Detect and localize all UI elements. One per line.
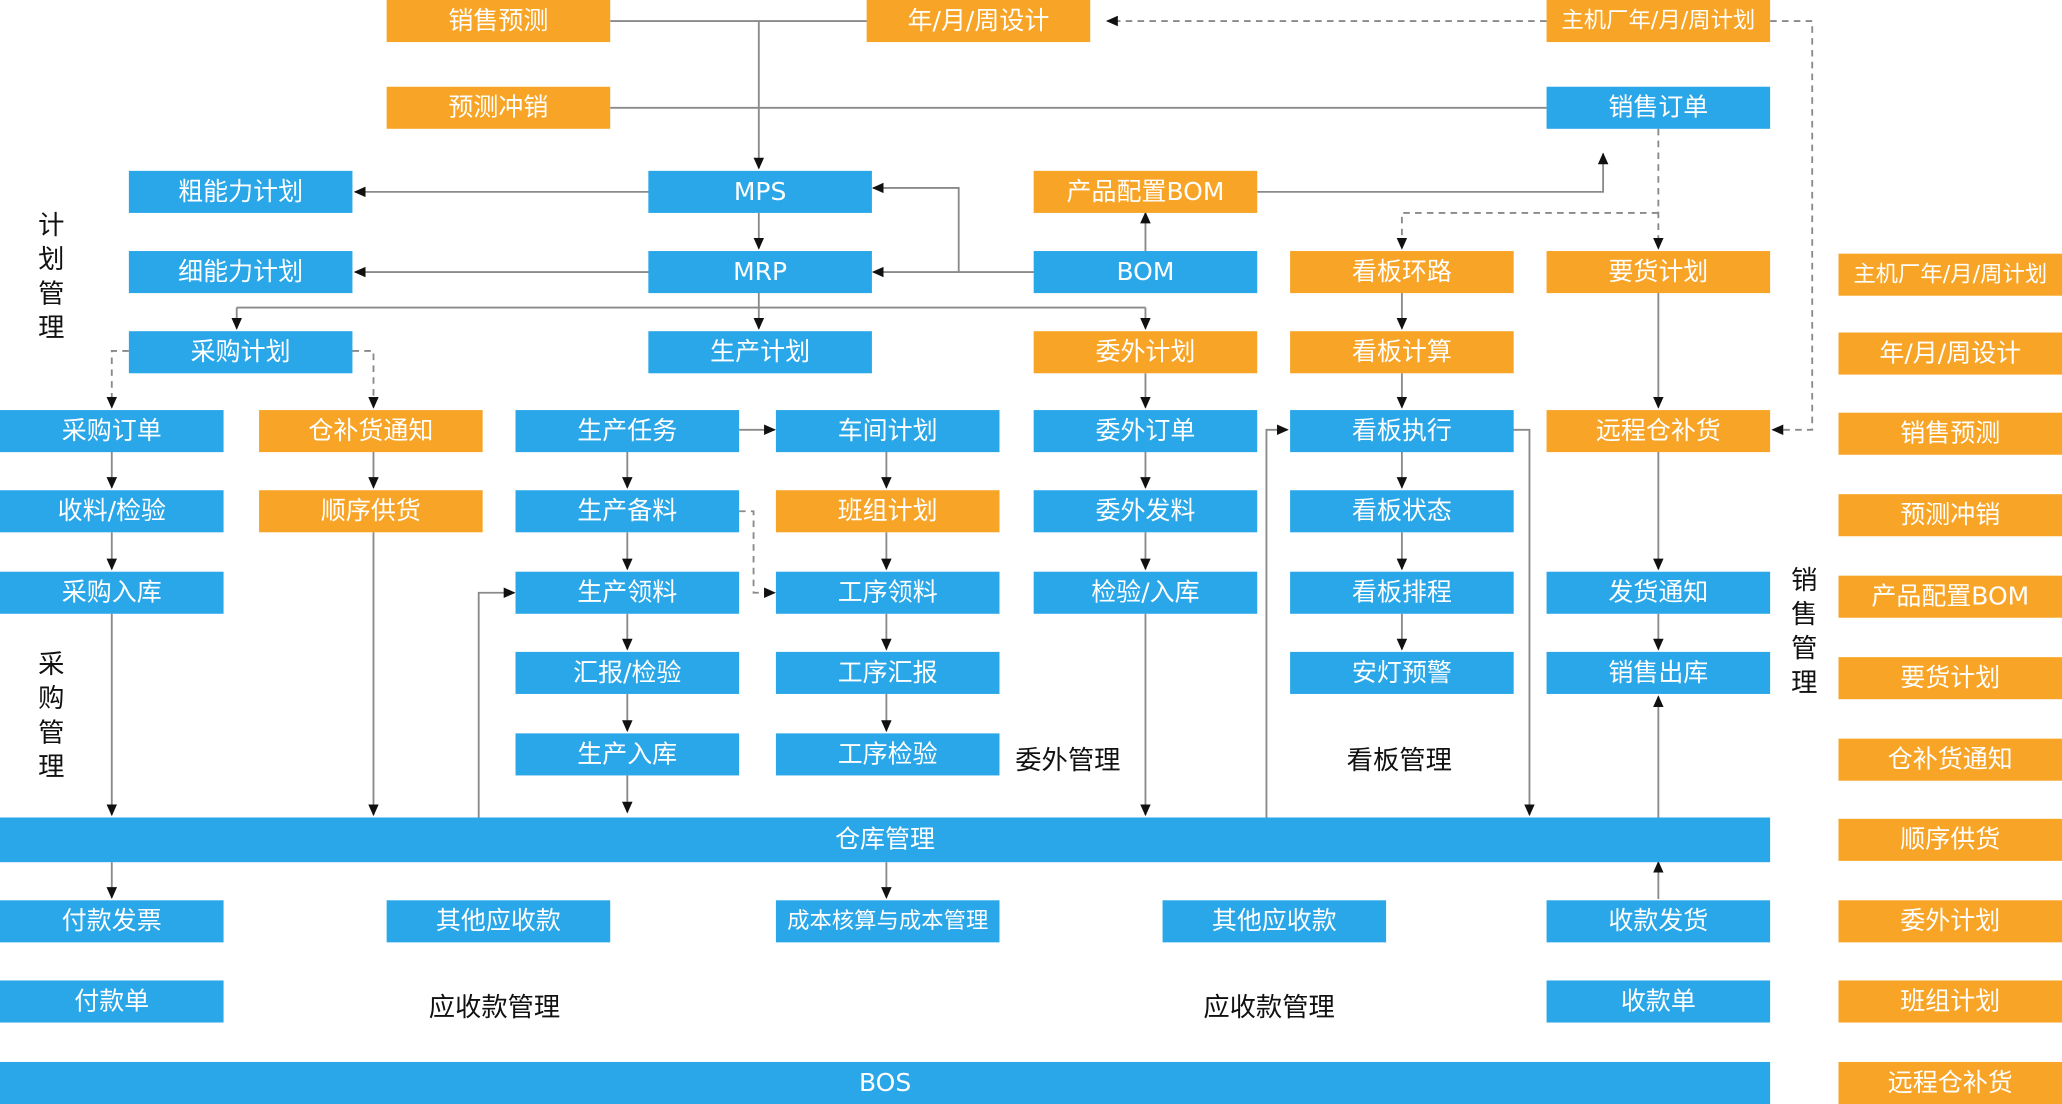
node-payment-slip[interactable]: 付款单 — [0, 980, 224, 1023]
node-oem-plan[interactable]: 主机厂年/月/周计划 — [1546, 0, 1771, 43]
legend-item: 销售预测 — [1838, 412, 2062, 455]
node-outsource-plan[interactable]: 委外计划 — [1033, 331, 1258, 374]
wire-salesorder-to-kanban — [1396, 211, 1659, 250]
wire-prep-to-procpick — [739, 510, 776, 599]
legend-item: 远程仓补货 — [1838, 1061, 2062, 1104]
legend-item: 主机厂年/月/周计划 — [1838, 253, 2062, 296]
node-team-plan[interactable]: 班组计划 — [775, 490, 1000, 533]
node-annual-design[interactable]: 年/月/周设计 — [866, 0, 1091, 43]
node-production-task[interactable]: 生产任务 — [515, 410, 740, 453]
label-outsource-management: 委外管理 — [1015, 743, 1121, 776]
node-outsource-issue[interactable]: 委外发料 — [1033, 490, 1258, 533]
label-receivable-management-1: 应收款管理 — [428, 990, 561, 1023]
node-remote-replenish[interactable]: 远程仓补货 — [1546, 410, 1771, 453]
node-purchase-order[interactable]: 采购订单 — [0, 410, 224, 453]
node-purchase-plan[interactable]: 采购计划 — [128, 331, 353, 374]
label-kanban-management: 看板管理 — [1346, 743, 1452, 776]
node-outsource-order[interactable]: 委外订单 — [1033, 410, 1258, 453]
legend-item: 要货计划 — [1838, 657, 2062, 700]
label-receivable-management-2: 应收款管理 — [1203, 990, 1335, 1023]
node-demand-plan[interactable]: 要货计划 — [1546, 251, 1771, 294]
wire-kexec-to-warehouse — [1512, 428, 1535, 817]
wire-purchase-to-notice — [352, 349, 379, 409]
node-bom[interactable]: BOM — [1033, 251, 1258, 294]
wire-config-to-salesorder — [1257, 152, 1609, 193]
node-config-bom[interactable]: 产品配置BOM — [1033, 170, 1258, 213]
legend-item: 仓补货通知 — [1838, 738, 2062, 781]
node-production-instock[interactable]: 生产入库 — [515, 733, 740, 776]
node-mrp[interactable]: MRP — [648, 251, 872, 294]
node-forecast-offset[interactable]: 预测冲销 — [386, 86, 611, 129]
node-collect-ship[interactable]: 收款发货 — [1546, 900, 1771, 943]
node-fine-capacity[interactable]: 细能力计划 — [128, 251, 353, 294]
node-process-report[interactable]: 工序汇报 — [775, 651, 1000, 694]
label-purchase-management: 采 购 管 理 — [38, 647, 65, 783]
legend-item: 委外计划 — [1838, 900, 2062, 943]
node-kanban-loop[interactable]: 看板环路 — [1290, 251, 1514, 294]
node-replenish-notice[interactable]: 仓补货通知 — [259, 410, 483, 453]
node-other-receivable-1[interactable]: 其他应收款 — [386, 900, 611, 943]
legend-item: 顺序供货 — [1838, 818, 2062, 861]
node-andon-alert[interactable]: 安灯预警 — [1290, 651, 1514, 694]
wire-purchase-to-order — [106, 349, 129, 409]
node-report-inspect[interactable]: 汇报/检验 — [515, 651, 740, 694]
node-cost-accounting[interactable]: 成本核算与成本管理 — [775, 900, 1000, 943]
node-payment-invoice[interactable]: 付款发票 — [0, 900, 224, 943]
wire-warehouse-to-pick — [477, 587, 516, 818]
wire-oem-to-remote — [1770, 20, 1814, 436]
node-rough-capacity[interactable]: 粗能力计划 — [128, 170, 353, 213]
legend-item: 班组计划 — [1838, 980, 2062, 1023]
label-sales-management: 销 售 管 理 — [1791, 563, 1818, 698]
node-sales-forecast[interactable]: 销售预测 — [386, 0, 611, 43]
node-workshop-plan[interactable]: 车间计划 — [775, 410, 1000, 453]
wire-warehouse-to-kexec — [1265, 424, 1289, 818]
node-purchase-instock[interactable]: 采购入库 — [0, 571, 224, 614]
label-plan-management: 计 划 管 理 — [38, 208, 65, 344]
node-process-pick[interactable]: 工序领料 — [775, 571, 1000, 614]
node-ship-notice[interactable]: 发货通知 — [1546, 571, 1771, 614]
legend-item: 预测冲销 — [1838, 494, 2062, 537]
node-receipt-slip[interactable]: 收款单 — [1546, 980, 1771, 1023]
node-kanban-schedule[interactable]: 看板排程 — [1290, 571, 1514, 614]
node-other-receivable-2[interactable]: 其他应收款 — [1162, 900, 1387, 943]
node-sales-outstock[interactable]: 销售出库 — [1546, 651, 1771, 694]
legend-item: 产品配置BOM — [1838, 575, 2062, 618]
node-bos[interactable]: BOS — [0, 1061, 1771, 1104]
node-mps[interactable]: MPS — [648, 170, 872, 213]
node-production-pick[interactable]: 生产领料 — [515, 571, 740, 614]
node-kanban-exec[interactable]: 看板执行 — [1290, 410, 1514, 453]
node-kanban-calc[interactable]: 看板计算 — [1290, 331, 1514, 374]
wire-bom-to-mps — [871, 182, 960, 273]
node-inspect-instock[interactable]: 检验/入库 — [1033, 571, 1258, 614]
node-production-prep[interactable]: 生产备料 — [515, 490, 740, 533]
node-receive-inspect[interactable]: 收料/检验 — [0, 490, 224, 533]
node-kanban-status[interactable]: 看板状态 — [1290, 490, 1514, 533]
node-warehouse[interactable]: 仓库管理 — [0, 817, 1771, 863]
node-sequence-supply[interactable]: 顺序供货 — [259, 490, 483, 533]
legend-item: 年/月/周设计 — [1838, 332, 2062, 375]
node-process-inspect[interactable]: 工序检验 — [775, 733, 1000, 776]
node-sales-order[interactable]: 销售订单 — [1546, 86, 1771, 129]
node-production-plan[interactable]: 生产计划 — [648, 331, 872, 374]
